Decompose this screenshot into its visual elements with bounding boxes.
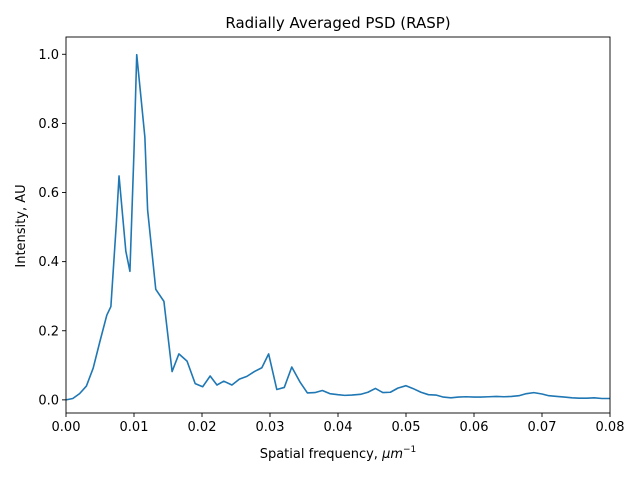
series-line-0 <box>65 53 610 401</box>
x-tick-label: 0.06 <box>460 420 489 435</box>
y-tick-label: 1.0 <box>38 48 59 63</box>
y-tick-label: 0.6 <box>38 186 59 201</box>
x-tick-label: 0.03 <box>256 420 285 435</box>
x-tick-label: 0.08 <box>596 420 625 435</box>
x-axis-ticks: 0.00 0.01 0.02 0.03 0.04 0.05 0.06 0.07 0.08 <box>52 413 625 435</box>
x-tick-label: 0.01 <box>120 420 149 435</box>
y-axis-label: Intensity, AU <box>14 184 29 267</box>
x-tick-label: 0.05 <box>392 420 421 435</box>
x-axis-label-exponent: −1 <box>403 445 416 455</box>
x-tick-label: 0.04 <box>324 420 353 435</box>
x-tick-label: 0.07 <box>528 420 557 435</box>
y-tick-label: 0.0 <box>38 393 59 408</box>
chart-title: Radially Averaged PSD (RASP) <box>225 14 450 32</box>
x-axis-label: Spatial frequency, μm−1 <box>260 445 417 462</box>
y-tick-label: 0.8 <box>38 117 59 132</box>
x-axis-label-text: Spatial frequency, <box>260 447 382 462</box>
x-tick-label: 0.02 <box>188 420 217 435</box>
y-tick-label: 0.4 <box>38 255 59 270</box>
y-tick-label: 0.2 <box>38 324 59 339</box>
y-axis-ticks: 0.0 0.2 0.4 0.6 0.8 1.0 <box>38 48 66 408</box>
x-axis-label-unit: μm <box>381 447 403 462</box>
x-tick-label: 0.00 <box>52 420 81 435</box>
